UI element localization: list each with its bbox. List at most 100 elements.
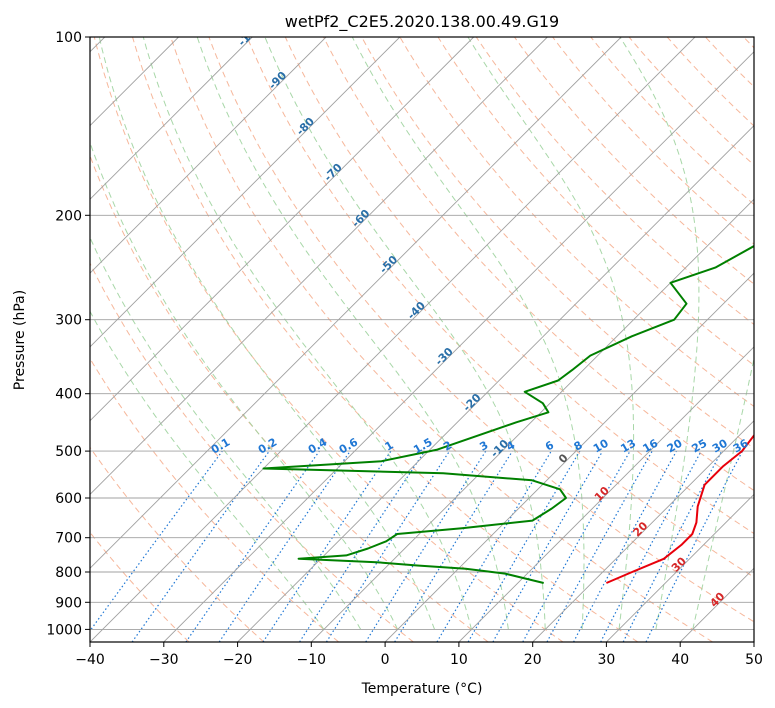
isotherm-label: -20 — [460, 391, 483, 414]
dry-adiabat — [93, 37, 564, 642]
mixing-ratio-label: 0.6 — [337, 435, 361, 456]
dry-adiabat — [90, 446, 265, 642]
moist-adiabat — [90, 236, 362, 630]
mixing-ratio-line — [572, 450, 677, 642]
dry-adiabat — [513, 37, 754, 285]
isotherm-line — [310, 198, 754, 642]
isotherm-label: -70 — [322, 161, 345, 184]
isotherm-line — [532, 420, 754, 642]
x-axis-label: Temperature (°C) — [361, 681, 483, 697]
isotherm-line — [90, 37, 696, 642]
y-tick-label: 100 — [55, 30, 82, 46]
dry-adiabat — [90, 154, 489, 642]
mixing-ratio-line — [522, 450, 631, 642]
mixing-ratio-line — [299, 450, 426, 642]
y-axis: 100 200 300 400 500 600 700 800 900 1000 — [46, 30, 90, 638]
dry-adiabat — [90, 531, 190, 642]
isotherm-label: -30 — [433, 345, 456, 368]
mixing-ratio-line — [185, 450, 320, 642]
dry-adiabat — [132, 37, 639, 642]
mixing-ratio-line — [645, 450, 744, 642]
x-tick-label: 40 — [671, 652, 689, 668]
isotherm-line — [458, 346, 754, 642]
x-tick-label: 30 — [597, 652, 615, 668]
x-tick-label: −40 — [75, 652, 105, 668]
x-tick-label: 10 — [450, 652, 468, 668]
dry-adiabat — [361, 37, 754, 449]
x-tick-label: −20 — [223, 652, 253, 668]
x-tick-label: −10 — [297, 652, 327, 668]
dry-adiabat — [246, 37, 754, 578]
isotherm-label: -50 — [377, 253, 400, 276]
moist-adiabat — [692, 356, 754, 630]
x-tick-label: 0 — [381, 652, 390, 668]
mixing-ratio-line — [546, 450, 653, 642]
y-tick-label: 800 — [55, 565, 82, 581]
mixing-ratio-line — [600, 450, 702, 642]
isotherm-label: -80 — [294, 115, 317, 138]
y-tick-label: 300 — [55, 313, 82, 329]
mixing-ratio-label: 20 — [665, 436, 685, 455]
mixing-ratio-line — [262, 450, 392, 642]
dewpoint-profile — [262, 244, 754, 584]
dry-adiabat — [552, 37, 754, 245]
dry-adiabat — [628, 37, 754, 166]
dry-adiabat — [90, 357, 339, 642]
isotherm-line — [90, 37, 475, 422]
moist-adiabat — [90, 310, 325, 630]
moist-adiabat — [264, 37, 546, 630]
mixing-ratio-label: 30 — [710, 436, 730, 455]
moist-adiabat — [142, 37, 472, 630]
y-tick-label: 500 — [55, 444, 82, 460]
dry-adiabat — [705, 37, 754, 88]
mixing-ratio-label: 36 — [731, 436, 751, 455]
dry-adiabat — [170, 37, 713, 642]
moist-adiabat — [619, 37, 700, 630]
dry-adiabat — [399, 37, 754, 408]
isotherm-line — [679, 567, 754, 642]
mixing-ratio-label: 16 — [641, 436, 661, 455]
isotherm-label: 10 — [592, 484, 612, 504]
isotherm-label: -100 — [235, 20, 264, 49]
mixing-ratio-line — [365, 450, 487, 642]
moist-adiabat — [467, 37, 635, 630]
mixing-ratio-line — [325, 450, 451, 642]
isotherm-line — [384, 272, 754, 642]
y-tick-label: 1000 — [46, 622, 82, 638]
mixing-ratio-labels: 0.1 0.2 0.4 0.6 1 1.5 2 3 4 6 8 10 13 16 20 25 30 36 — [209, 435, 751, 456]
mixing-ratio-line — [131, 450, 270, 642]
isotherm-label: 20 — [630, 519, 650, 539]
temperature-profile — [606, 433, 754, 584]
mixing-ratio-line — [436, 450, 552, 642]
grid-lines — [90, 37, 754, 642]
dry-adiabat — [590, 37, 754, 206]
dry-adiabat — [208, 37, 754, 623]
isotherm-line — [90, 37, 548, 496]
x-tick-label: −30 — [149, 652, 179, 668]
x-tick-label: 20 — [524, 652, 542, 668]
mixing-ratio-line — [394, 450, 513, 642]
isotherm-line — [163, 51, 754, 642]
dry-adiabat — [666, 37, 754, 127]
mixing-ratio-label: 0.1 — [209, 436, 232, 457]
x-axis: −40 −30 −20 −10 0 10 20 30 40 50 — [75, 642, 763, 668]
y-tick-label: 600 — [55, 491, 82, 507]
isotherm-label: -60 — [349, 207, 372, 230]
isotherm-line — [90, 37, 622, 569]
mixing-ratio-label: 10 — [591, 436, 611, 455]
isotherm-line — [753, 641, 754, 642]
x-tick-label: 50 — [745, 652, 763, 668]
y-axis-label: Pressure (hPa) — [12, 290, 28, 390]
moist-adiabat — [98, 37, 436, 630]
mixing-ratio-line — [218, 450, 351, 642]
y-tick-label: 900 — [55, 595, 82, 611]
dry-adiabat — [437, 37, 754, 366]
mixing-ratio-line — [90, 450, 223, 632]
isotherm-label: 40 — [707, 590, 727, 610]
isotherm-line — [606, 493, 754, 642]
dry-adiabat — [475, 37, 754, 326]
y-tick-label: 400 — [55, 387, 82, 403]
mixing-ratio-label: 25 — [690, 437, 710, 456]
y-tick-label: 700 — [55, 531, 82, 547]
